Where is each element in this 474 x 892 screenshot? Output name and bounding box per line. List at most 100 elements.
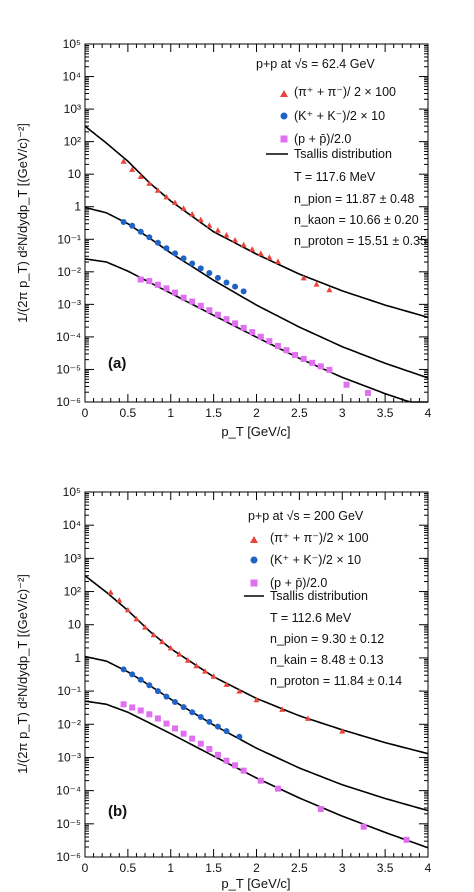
x-tick-label-b: 3.5	[377, 861, 394, 875]
kaon-point-b	[154, 688, 161, 695]
pion-point-a	[274, 258, 281, 264]
kaon-point-a	[206, 269, 213, 276]
pion-point-a	[206, 222, 213, 228]
y-tick-label-b: 1	[74, 651, 81, 665]
kaon-point-a	[172, 250, 179, 257]
legend-title-a: p+p at √s = 62.4 GeV	[256, 57, 375, 71]
pion-point-b	[210, 673, 217, 679]
plot-area-a: 0 0.5 1 1.5 2 2.5 3 3.5 4 10⁻⁶ 10⁻⁵ 10⁻⁴ 10⁻³ 10⁻² 10⁻…	[56, 37, 432, 420]
y-tick-label-a: 10⁻³	[57, 297, 81, 311]
x-tick-label-a: 2	[253, 406, 260, 420]
pion-point-a	[240, 241, 247, 248]
x-axis-label-b: p_T [GeV/c]	[221, 876, 290, 891]
kaon-point-a	[154, 239, 161, 246]
y-tick-label-a: 10⁵	[63, 37, 81, 51]
proton-point-a	[163, 285, 170, 292]
proton-point-a	[240, 324, 247, 331]
legend-proton-a: (p + p̄)/2.0	[294, 132, 351, 146]
proton-point-a	[232, 320, 239, 327]
pion-point-a	[257, 250, 264, 256]
legend-kaon-a: (K⁺ + K⁻)/2 × 10	[294, 109, 385, 123]
legend-kaon-b: (K⁺ + K⁻)/2 × 10	[270, 553, 361, 567]
proton-point-a	[172, 289, 179, 296]
plot-area-b: 0 0.5 1 1.5 2 2.5 3 3.5 4 10⁻⁶ 10⁻⁵ 10⁻⁴ 10⁻³ 10⁻² 10⁻…	[56, 485, 432, 875]
legend-kaon-marker-b	[250, 556, 258, 564]
proton-point-a	[189, 298, 196, 305]
pion-point-a	[180, 205, 187, 211]
x-tick-label-b: 0	[82, 861, 89, 875]
pion-point-b	[116, 597, 123, 603]
kaon-point-a	[120, 218, 127, 225]
proton-point-a	[249, 329, 256, 336]
x-tick-label-a: 2.5	[291, 406, 308, 420]
pion-point-b	[167, 644, 174, 651]
pion-point-a	[326, 286, 333, 293]
proton-point-b	[317, 805, 324, 812]
pion-point-b	[279, 706, 286, 712]
y-tick-label-b: 10⁻⁵	[56, 817, 81, 831]
x-tick-label-b: 3	[339, 861, 346, 875]
y-tick-label-b: 10	[68, 618, 82, 632]
pion-point-a	[120, 158, 127, 164]
y-tick-label-b: 10⁴	[62, 518, 81, 532]
panel-b: 0 0.5 1 1.5 2 2.5 3 3.5 4 10⁻⁶ 10⁻⁵ 10⁻⁴ 10⁻³ 10⁻² 10⁻…	[15, 485, 432, 891]
x-tick-label-b: 4	[425, 861, 432, 875]
proton-point-b	[197, 740, 204, 747]
legend-n-proton-b: n_proton = 11.84 ± 0.14	[270, 674, 402, 688]
x-axis-label-a: p_T [GeV/c]	[221, 424, 290, 439]
legend-a: p+p at √s = 62.4 GeV (π⁺ + π⁻)/ 2 × 100 …	[256, 57, 427, 248]
proton-point-a	[274, 342, 281, 349]
kaon-point-b	[137, 676, 144, 683]
y-tick-label-a: 10⁻²	[57, 265, 81, 279]
legend-temperature-b: T = 112.6 MeV	[270, 611, 352, 625]
proton-point-a	[206, 307, 213, 314]
y-tick-label-a: 10⁻⁴	[56, 330, 81, 344]
kaon-point-b	[223, 728, 230, 735]
pion-point-a	[129, 166, 136, 172]
y-tick-label-b: 10⁻¹	[57, 684, 81, 698]
proton-point-b	[214, 751, 221, 758]
proton-point-a	[283, 347, 290, 354]
kaon-point-b	[163, 693, 170, 700]
proton-point-b	[129, 704, 136, 711]
pion-point-b	[150, 631, 157, 638]
legend-b: p+p at √s = 200 GeV (π⁺ + π⁻)/2 × 100 (K…	[244, 509, 402, 688]
legend-n-kaon-b: n_kain = 8.48 ± 0.13	[270, 653, 384, 667]
legend-n-pion-a: n_pion = 11.87 ± 0.48	[294, 192, 414, 206]
y-tick-label-a: 10²	[64, 135, 81, 149]
x-tick-label-a: 4	[425, 406, 432, 420]
proton-point-a	[180, 294, 187, 301]
tsallis-curve-a-2	[84, 258, 428, 403]
proton-point-b	[360, 823, 367, 830]
pion-point-a	[163, 193, 170, 200]
tsallis-curve-a-1	[84, 206, 429, 379]
x-tick-label-b: 1.5	[205, 861, 222, 875]
pion-point-b	[236, 688, 243, 694]
pion-point-b	[124, 606, 131, 613]
pion-point-b	[176, 651, 183, 657]
plot-frame-a	[84, 43, 429, 403]
pion-point-a	[249, 246, 256, 252]
kaon-point-a	[240, 288, 247, 295]
legend-kaon-marker-a	[280, 112, 288, 120]
y-tick-label-a: 10⁻⁶	[56, 395, 81, 409]
kaon-point-a	[146, 234, 153, 241]
y-tick-label-b: 10³	[64, 551, 81, 565]
proton-point-b	[223, 757, 230, 764]
proton-point-a	[223, 316, 230, 323]
x-tick-label-a: 0.5	[120, 406, 137, 420]
x-tick-label-a: 3	[339, 406, 346, 420]
legend-proton-marker-b	[250, 579, 258, 587]
legend-pion-marker-a	[280, 90, 288, 97]
proton-point-b	[163, 720, 170, 727]
kaon-point-b	[146, 682, 153, 689]
pion-point-b	[304, 715, 311, 721]
y-tick-label-b: 10⁵	[63, 485, 81, 499]
y-tick-label-a: 10⁻¹	[57, 232, 81, 246]
pion-point-a	[313, 281, 320, 287]
x-tick-label-b: 1	[167, 861, 174, 875]
y-tick-label-b: 10⁻⁴	[56, 784, 81, 798]
x-tick-label-b: 2	[253, 861, 260, 875]
legend-fit-a: Tsallis distribution	[294, 147, 392, 161]
proton-point-a	[292, 351, 299, 358]
